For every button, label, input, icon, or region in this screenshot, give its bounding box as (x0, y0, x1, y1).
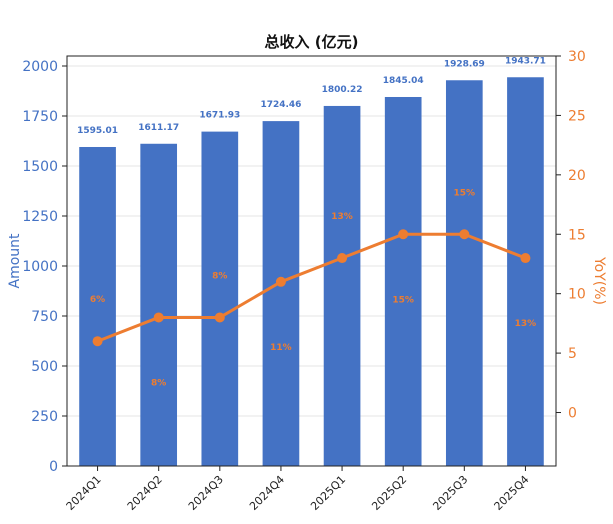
plot-frame (66, 55, 557, 467)
y-tick-label: 500 (31, 359, 58, 375)
x-tick-label: 2025Q4 (491, 473, 531, 513)
bar-value-label: 1845.04 (383, 76, 424, 86)
bar-value-label: 1724.46 (260, 100, 301, 110)
y-tick-label: 1000 (22, 259, 58, 275)
yoy-value-label: 11% (270, 343, 292, 353)
y-axis-label-left: Amount (7, 233, 23, 289)
yoy-point (459, 229, 470, 240)
y-tick-label: 250 (31, 409, 58, 425)
bar (384, 96, 422, 466)
bar-value-label: 1611.17 (138, 123, 179, 133)
bar (140, 143, 178, 467)
y-tick-label: 1500 (22, 159, 58, 175)
y-tick-label: 1250 (22, 209, 58, 225)
bar (262, 121, 300, 466)
bar (507, 77, 544, 467)
x-tick-label: 2025Q2 (369, 473, 409, 513)
y2-tick-label: 0 (568, 406, 577, 422)
yoy-line (97, 232, 526, 343)
yoy-value-label: 8% (212, 271, 227, 281)
yoy-point (275, 276, 286, 287)
yoy-value-label: 13% (331, 212, 353, 222)
y-tick-label: 750 (31, 309, 58, 325)
x-tick-label: 2024Q3 (186, 473, 226, 513)
chart-title: 总收入 (亿元) (265, 33, 359, 51)
y2-tick-label: 5 (568, 346, 577, 362)
yoy-point (398, 229, 409, 240)
x-tick-label: 2024Q4 (247, 473, 287, 513)
y-tick-label: 1750 (22, 109, 58, 125)
yoy-point (153, 312, 164, 323)
yoy-value-label: 6% (90, 295, 105, 305)
yoy-value-label: 15% (454, 188, 476, 198)
yoy-point (92, 336, 103, 347)
x-tick-label: 2024Q1 (64, 473, 104, 513)
bar-value-label: 1671.93 (199, 111, 240, 121)
yoy-value-label: 13% (515, 319, 537, 329)
y2-tick-label: 25 (568, 108, 586, 124)
label-layer: 1595.01 1611.17 1671.93 1724.46 1800.22 1845.… (77, 56, 546, 388)
bar (445, 80, 483, 467)
bar (323, 105, 361, 467)
bar-value-label: 1928.69 (444, 59, 485, 69)
y2-tick-label: 20 (568, 168, 586, 184)
y-axis-label-right: YoY(%) (591, 256, 607, 305)
bar (201, 131, 239, 466)
y2-tick-label: 10 (568, 287, 586, 303)
x-tick-label: 2025Q1 (308, 473, 348, 513)
y2-tick-label: 30 (568, 49, 586, 65)
x-tick-label: 2025Q3 (430, 473, 470, 513)
yoy-point (214, 312, 225, 323)
bar-value-label: 1800.22 (322, 85, 363, 95)
yoy-point (337, 253, 348, 264)
yoy-value-label: 15% (392, 295, 414, 305)
y-tick-label: 0 (49, 459, 58, 475)
yoy-point (520, 253, 531, 264)
line-layer (92, 229, 531, 347)
y-tick-label: 2000 (22, 59, 58, 75)
x-tick-label: 2024Q2 (125, 473, 165, 513)
y2-tick-label: 15 (568, 227, 586, 243)
yoy-value-label: 8% (151, 378, 166, 388)
bar-value-label: 1943.71 (505, 56, 546, 66)
bar-value-label: 1595.01 (77, 126, 118, 136)
bar-layer (79, 77, 544, 467)
bar (79, 146, 116, 467)
